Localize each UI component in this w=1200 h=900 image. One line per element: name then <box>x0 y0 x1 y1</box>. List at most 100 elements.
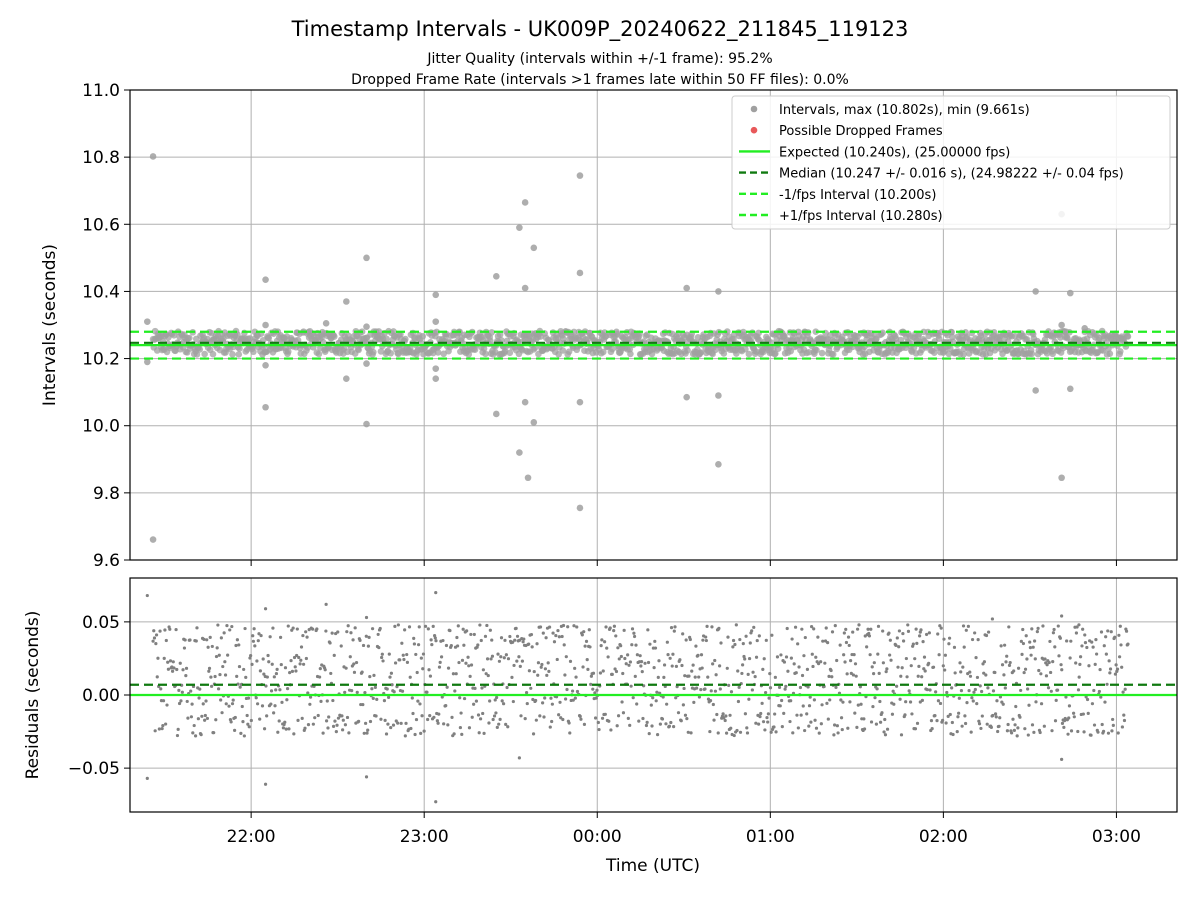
residual-point <box>557 635 561 639</box>
residual-point <box>311 627 315 631</box>
residual-point <box>877 671 881 675</box>
residual-point <box>844 640 849 645</box>
residual-point <box>287 727 291 731</box>
residual-point <box>483 634 488 638</box>
residual-point <box>227 704 231 708</box>
residual-point <box>198 687 202 691</box>
residual-point <box>222 631 226 635</box>
residual-point <box>497 722 501 726</box>
residual-point <box>1120 725 1124 729</box>
residual-point <box>820 703 824 707</box>
residual-point <box>476 643 480 647</box>
interval-point <box>516 224 523 231</box>
residual-point <box>209 675 213 679</box>
residual-point <box>869 720 874 724</box>
interval-point <box>363 323 370 330</box>
residual-point <box>748 641 752 645</box>
residual-point <box>485 657 490 661</box>
residual-point <box>624 662 628 666</box>
residual-point <box>806 685 810 689</box>
residual-point <box>888 638 892 642</box>
residual-point <box>846 635 851 639</box>
residual-point <box>746 672 750 676</box>
residual-point <box>697 675 701 679</box>
residual-point <box>325 699 329 703</box>
residual-point <box>833 624 837 628</box>
interval-point <box>1066 289 1074 297</box>
residual-point <box>385 687 389 691</box>
residual-point <box>895 636 899 640</box>
residual-point <box>869 627 873 631</box>
residual-point <box>873 696 877 700</box>
residual-point <box>275 667 279 671</box>
residual-point <box>779 653 783 657</box>
residual-point <box>300 716 304 720</box>
residual-point <box>825 701 829 705</box>
residual-point <box>680 663 684 668</box>
residual-point <box>782 711 786 715</box>
residual-point <box>925 688 929 692</box>
residual-point <box>984 633 989 638</box>
residual-point <box>352 670 357 674</box>
residual-point <box>909 664 913 668</box>
residual-point <box>616 646 620 650</box>
residual-point <box>829 668 833 673</box>
residual-point <box>724 714 728 718</box>
residual-point <box>851 673 856 677</box>
residual-point <box>941 718 945 722</box>
residual-point <box>1069 639 1073 643</box>
interval-point <box>787 347 794 355</box>
residual-point <box>1068 656 1072 660</box>
residual-point <box>812 698 816 702</box>
residual-point <box>842 631 846 635</box>
residual-point <box>188 638 192 642</box>
residual-point <box>1116 731 1120 735</box>
residual-point <box>409 726 413 731</box>
residual-point <box>210 644 214 649</box>
residual-point <box>334 730 338 734</box>
residual-point <box>757 634 761 638</box>
residual-point <box>1020 652 1024 656</box>
residual-point <box>958 661 962 665</box>
residual-point <box>374 714 378 718</box>
residual-point <box>306 723 311 727</box>
residual-point <box>933 714 937 718</box>
residual-point <box>439 655 444 659</box>
residual-point <box>216 623 220 627</box>
residual-point <box>976 638 980 642</box>
residual-point <box>939 626 943 630</box>
residual-point <box>156 656 160 660</box>
residual-point <box>256 702 260 706</box>
residual-point <box>437 665 442 669</box>
residual-point <box>1021 627 1025 632</box>
residual-point <box>380 655 384 660</box>
interval-point <box>262 321 269 329</box>
y-axis-label-residuals: Residuals (seconds) <box>23 611 43 780</box>
residual-point <box>942 637 946 641</box>
residual-point <box>916 674 920 678</box>
residual-point <box>274 671 279 676</box>
y-tick-label: 10.6 <box>82 215 120 235</box>
residual-point <box>857 623 861 627</box>
residual-point <box>638 654 642 658</box>
chart-subtitle-jitter: Jitter Quality (intervals within +/-1 fr… <box>426 51 772 67</box>
interval-point <box>576 269 584 277</box>
residual-point <box>1046 686 1051 690</box>
interval-point <box>193 351 201 358</box>
residual-point <box>868 653 872 657</box>
residual-point <box>881 661 885 665</box>
residual-point <box>354 660 359 665</box>
residual-point <box>945 690 949 695</box>
residual-point <box>555 657 559 662</box>
residual-point <box>162 656 166 660</box>
interval-point <box>315 350 323 358</box>
residual-point <box>498 717 502 721</box>
residual-point <box>847 643 851 648</box>
residual-point <box>324 719 329 723</box>
residual-point <box>810 652 814 656</box>
residual-point <box>170 669 175 673</box>
residual-point <box>705 624 709 628</box>
residual-point <box>425 690 429 694</box>
residual-point <box>993 670 997 675</box>
residual-point <box>165 703 169 707</box>
